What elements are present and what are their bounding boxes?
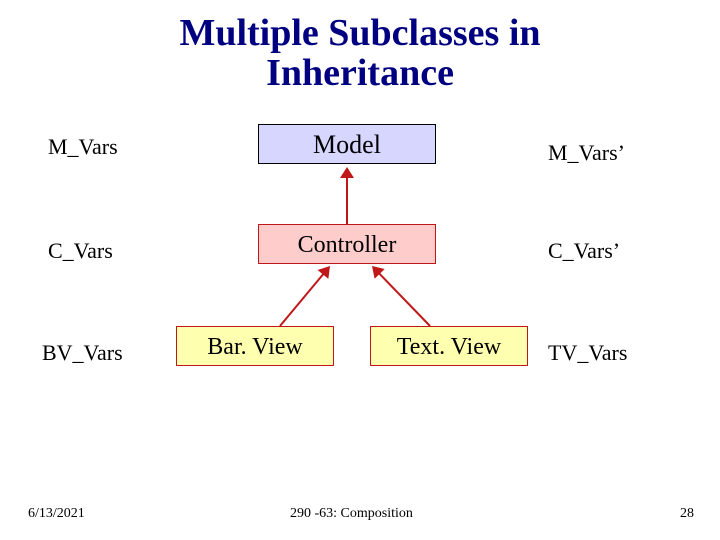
title-line-1: Multiple Subclasses in	[0, 14, 720, 54]
box-barview: Bar. View	[176, 326, 334, 366]
label-bv-vars: BV_Vars	[42, 340, 123, 366]
box-controller: Controller	[258, 224, 436, 264]
label-c-vars-prime: C_Vars’	[548, 238, 620, 264]
title-line-2: Inheritance	[0, 54, 720, 94]
label-c-vars: C_Vars	[48, 238, 113, 264]
label-m-vars-prime: M_Vars’	[548, 140, 625, 166]
arrow-line-controller-to-model	[346, 175, 348, 224]
arrow-line-barview-to-controller	[279, 272, 325, 327]
slide-title: Multiple Subclasses in Inheritance	[0, 14, 720, 94]
label-m-vars: M_Vars	[48, 134, 118, 160]
label-tv-vars: TV_Vars	[548, 340, 627, 366]
box-model: Model	[258, 124, 436, 164]
footer-page: 28	[680, 506, 694, 522]
slide: Multiple Subclasses in Inheritance M_Var…	[0, 0, 720, 540]
arrow-line-textview-to-controller	[377, 271, 431, 326]
box-textview: Text. View	[370, 326, 528, 366]
footer-date: 6/13/2021	[28, 506, 85, 522]
arrow-head-controller-to-model	[340, 167, 354, 178]
footer-center: 290 -63: Composition	[290, 506, 413, 522]
